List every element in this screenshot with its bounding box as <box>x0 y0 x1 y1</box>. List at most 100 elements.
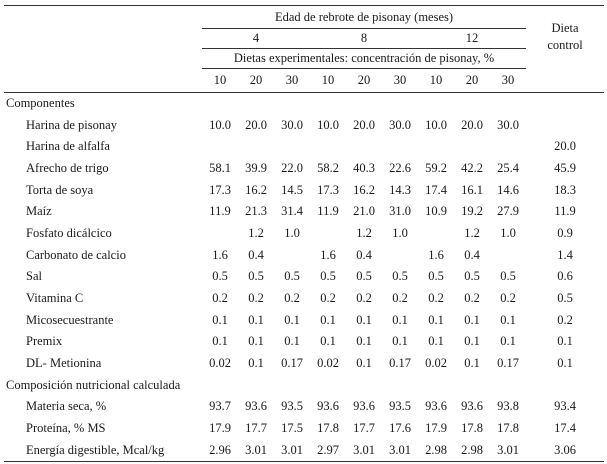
row-label: Afrecho de trigo <box>26 160 109 175</box>
table-row: Micosecuestrante 0.1 0.1 0.1 0.1 0.1 0.1 0.1 0.1… <box>4 309 604 331</box>
value-cell <box>490 244 526 266</box>
concentration-header: 10 <box>202 68 238 93</box>
value-cell: 0.2 <box>500 291 516 306</box>
concentration-header: 30 <box>490 68 527 93</box>
table-body: Componentes Harina de pisonay 10.0 20.0 30.0… <box>4 93 605 462</box>
table-row: Vitamina C 0.2 0.2 0.2 0.2 0.2 0.2 0.2 0.2 0.2 0.5 <box>4 288 604 310</box>
value-cell <box>202 223 238 245</box>
value-cell: 42.2 <box>461 160 483 175</box>
table-row: Maíz 11.9 21.3 31.4 11.9 21.0 31.0 10.9 19.2 27.9… <box>4 201 604 223</box>
concentration-header: 10 <box>310 68 346 93</box>
value-cell: 1.0 <box>284 225 300 240</box>
control-value-cell: 93.4 <box>554 399 576 414</box>
experimental-diets-subtitle: Dietas experimentales: concentración de … <box>202 48 527 69</box>
value-cell: 0.1 <box>428 334 444 349</box>
control-value-cell: 18.3 <box>554 182 576 197</box>
value-cell: 93.6 <box>245 399 267 414</box>
concentration-header: 30 <box>274 68 310 93</box>
value-cell: 0.4 <box>356 247 372 262</box>
value-cell: 27.9 <box>497 204 519 219</box>
value-cell: 0.1 <box>392 334 408 349</box>
value-cell <box>202 136 238 158</box>
value-cell: 0.1 <box>212 312 228 327</box>
value-cell <box>418 223 454 245</box>
value-cell: 30.0 <box>497 117 519 132</box>
value-cell: 58.1 <box>209 160 231 175</box>
diet-composition-table: Edad de rebrote de pisonay (meses) Dieta… <box>4 5 605 462</box>
age-4-header: 4 <box>202 28 310 49</box>
control-value-cell: 0.1 <box>557 334 573 349</box>
value-cell: 0.17 <box>497 356 519 371</box>
control-value-cell: 0.1 <box>557 356 573 371</box>
value-cell: 0.4 <box>464 247 480 262</box>
value-cell: 20.0 <box>461 117 483 132</box>
value-cell: 0.1 <box>392 312 408 327</box>
concentration-header: 20 <box>238 68 274 93</box>
value-cell: 0.1 <box>320 334 336 349</box>
value-cell: 93.5 <box>281 399 303 414</box>
value-cell: 17.9 <box>209 421 231 436</box>
value-cell: 0.2 <box>464 291 480 306</box>
header-row-concentrations: 10 20 30 10 20 30 10 20 30 <box>4 68 605 93</box>
value-cell: 0.1 <box>356 312 372 327</box>
age-8-header: 8 <box>310 28 418 49</box>
value-cell: 93.5 <box>389 399 411 414</box>
value-cell: 3.01 <box>274 439 310 462</box>
table-header: Edad de rebrote de pisonay (meses) Dieta… <box>4 5 605 93</box>
value-cell: 0.5 <box>464 269 480 284</box>
value-cell: 16.1 <box>461 182 483 197</box>
control-value-cell: 3.06 <box>526 439 605 462</box>
control-value-cell: 0.5 <box>557 291 573 306</box>
concentration-header: 10 <box>418 68 454 93</box>
value-cell: 0.1 <box>212 334 228 349</box>
value-cell: 17.5 <box>281 421 303 436</box>
control-diet-header: Dieta control <box>526 5 605 69</box>
control-value-cell: 0.6 <box>557 269 573 284</box>
value-cell: 31.0 <box>389 204 411 219</box>
value-cell: 21.0 <box>353 204 375 219</box>
value-cell: 0.17 <box>281 356 303 371</box>
value-cell <box>274 244 310 266</box>
value-cell: 0.5 <box>284 269 300 284</box>
value-cell: 93.7 <box>209 399 231 414</box>
value-cell: 1.6 <box>212 247 228 262</box>
row-label: Proteína, % MS <box>26 421 106 436</box>
value-cell: 0.5 <box>500 269 516 284</box>
row-label: Harina de pisonay <box>26 117 117 132</box>
value-cell: 0.2 <box>320 291 336 306</box>
control-value-cell: 45.9 <box>554 160 576 175</box>
header-corner <box>4 5 202 29</box>
value-cell <box>418 136 454 158</box>
value-cell: 17.3 <box>209 182 231 197</box>
value-cell: 0.1 <box>464 312 480 327</box>
value-cell: 0.2 <box>356 291 372 306</box>
header-row-subtitle: Dietas experimentales: concentración de … <box>4 48 604 69</box>
value-cell: 3.01 <box>382 439 418 462</box>
value-cell: 0.1 <box>428 312 444 327</box>
value-cell <box>490 136 526 158</box>
control-value-cell: 0.9 <box>557 225 573 240</box>
control-value-cell: 17.4 <box>554 421 576 436</box>
control-value-cell: 1.4 <box>557 247 573 262</box>
value-cell <box>238 136 274 158</box>
section-title: Composición nutricional calculada <box>6 377 181 392</box>
value-cell: 10.0 <box>425 117 447 132</box>
control-header-line1: Dieta <box>551 21 579 36</box>
value-cell: 1.2 <box>464 225 480 240</box>
value-cell: 0.1 <box>284 334 300 349</box>
table-row: Premix 0.1 0.1 0.1 0.1 0.1 0.1 0.1 0.1 0.1 0.1 <box>4 331 604 353</box>
value-cell: 0.1 <box>320 312 336 327</box>
value-cell: 0.2 <box>428 291 444 306</box>
row-label: Materia seca, % <box>26 399 107 414</box>
table-row: DL- Metionina 0.02 0.1 0.17 0.02 0.1 0.17 0.02 0… <box>4 353 604 375</box>
value-cell <box>382 244 418 266</box>
concentration-header: 20 <box>346 68 382 93</box>
row-label: Torta de soya <box>26 182 94 197</box>
value-cell: 0.5 <box>392 269 408 284</box>
table-row: Materia seca, % 93.7 93.6 93.5 93.6 93.6 93.5 9… <box>4 396 604 418</box>
value-cell: 14.5 <box>281 182 303 197</box>
row-label: DL- Metionina <box>26 356 102 371</box>
value-cell: 0.17 <box>389 356 411 371</box>
table-row: Afrecho de trigo 58.1 39.9 22.0 58.2 40.3 22.6… <box>4 158 604 180</box>
value-cell: 0.5 <box>356 269 372 284</box>
